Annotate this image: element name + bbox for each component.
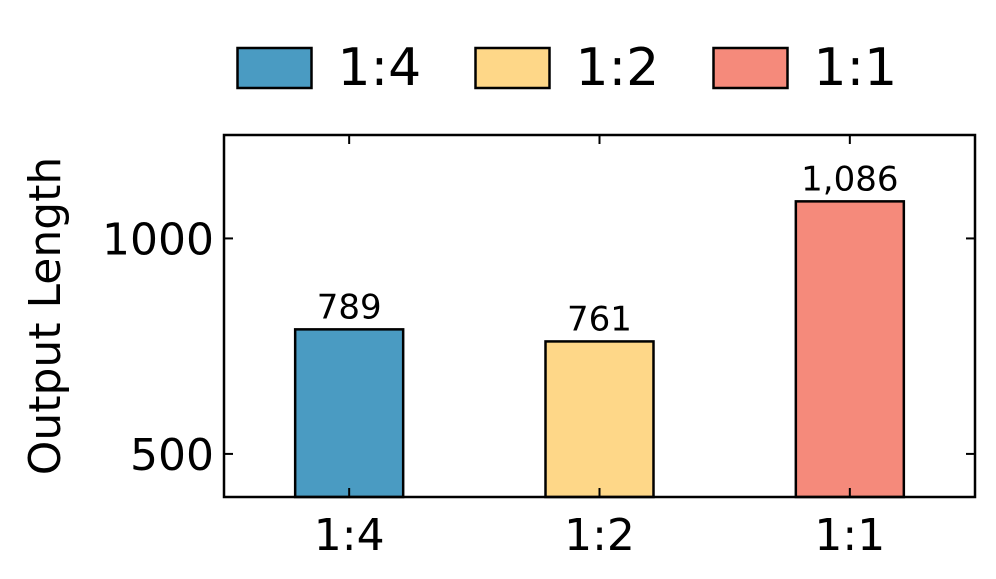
- x-tick-label: 1:1: [814, 510, 885, 561]
- value-labels: 789 761 1,086: [317, 159, 899, 339]
- value-label: 761: [567, 299, 632, 339]
- bar-1:4: [293, 328, 405, 499]
- bar-1:2: [544, 340, 655, 499]
- legend: 1:4 1:2 1:1: [236, 38, 898, 98]
- legend-swatch: [474, 46, 551, 90]
- bars: [293, 200, 906, 499]
- x-axis: 1:4 1:2 1:1: [314, 135, 885, 561]
- legend-label: 1:2: [576, 38, 660, 98]
- x-tick-label: 1:2: [564, 510, 635, 561]
- value-label: 1,086: [801, 159, 898, 199]
- x-tick-label: 1:4: [314, 510, 385, 561]
- y-axis-label: Output Length: [20, 157, 71, 476]
- bar-1:1: [794, 200, 906, 499]
- legend-swatch: [712, 46, 789, 90]
- value-label: 789: [317, 287, 382, 327]
- y-tick-label: 1000: [102, 214, 214, 265]
- y-axis: 500 1000: [102, 214, 975, 481]
- legend-label: 1:1: [814, 38, 898, 98]
- legend-swatch: [236, 46, 313, 90]
- legend-label: 1:4: [338, 38, 422, 98]
- y-tick-label: 500: [130, 430, 214, 481]
